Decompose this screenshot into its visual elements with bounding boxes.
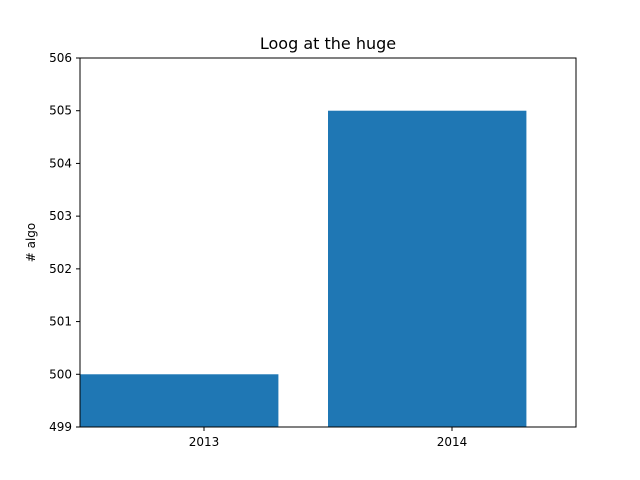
y-tick-label-502: 502: [49, 262, 72, 276]
y-tick-label-501: 501: [49, 315, 72, 329]
y-tick-label-500: 500: [49, 367, 72, 381]
bar-2014: [328, 110, 527, 427]
y-tick-label-504: 504: [49, 156, 72, 170]
y-tick-label-505: 505: [49, 104, 72, 118]
plot-frame: [79, 57, 577, 428]
x-tick-label-2014: 2014: [437, 435, 468, 449]
bars-group: [80, 110, 527, 427]
bar-2013: [80, 374, 279, 427]
y-axis: 499 500 501 502 503 504 505 506: [49, 51, 80, 434]
x-axis: 2013 2014: [189, 427, 468, 449]
x-tick-label-2013: 2013: [189, 435, 220, 449]
y-tick-label-503: 503: [49, 209, 72, 223]
y-tick-label-499: 499: [49, 420, 72, 434]
y-axis-label: # algo: [24, 223, 38, 263]
chart-title: Loog at the huge: [260, 34, 396, 53]
y-tick-label-506: 506: [49, 51, 72, 65]
